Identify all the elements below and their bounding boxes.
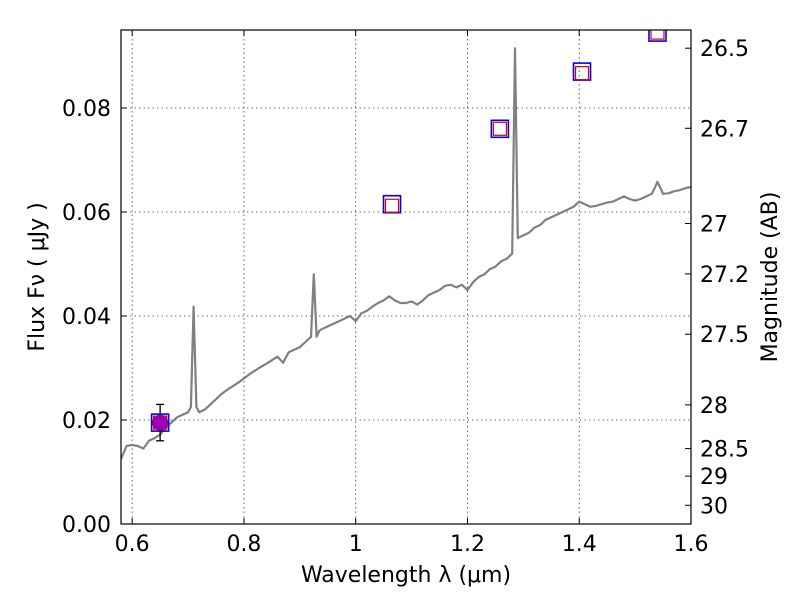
y2-tick-label: 28.5	[700, 438, 749, 463]
photometry-markers	[150, 30, 667, 442]
y2-tick-label: 26.5	[700, 37, 749, 62]
y2-tick-label: 29	[700, 465, 728, 490]
observed-point	[152, 414, 169, 431]
y2-tick-label: 28	[700, 394, 728, 419]
y-axis-label: Flux Fν ( μJy )	[25, 202, 50, 351]
model-point-red	[492, 121, 507, 136]
y2-tick-label: 30	[700, 494, 728, 519]
y-tick-label: 0.08	[62, 97, 111, 122]
y2-tick-label: 27.2	[700, 263, 749, 288]
model-point-red	[384, 198, 400, 213]
model-point-red	[153, 415, 168, 430]
y2-axis-label: Magnitude (AB)	[758, 192, 783, 363]
y2-tick-label: 26.7	[700, 117, 749, 142]
model-point-red	[650, 30, 665, 40]
x-tick-label: 1.4	[562, 532, 597, 557]
y-tick-label: 0.00	[62, 513, 111, 538]
x-tick-label: 0.8	[226, 532, 261, 557]
x-axis: 0.6 0.8 1 1.2 1.4 1.6	[115, 30, 709, 557]
x-axis-label: Wavelength λ (μm)	[301, 563, 511, 588]
model-point-red	[574, 66, 590, 81]
spectrum-layer	[121, 47, 691, 460]
x-tick-label: 1.6	[674, 532, 709, 557]
model-point-blue	[150, 413, 170, 432]
y2-tick-label: 27.5	[700, 323, 749, 348]
y-axis-left: 0.00 0.02 0.04 0.06 0.08	[62, 97, 127, 538]
y-tick-label: 0.06	[62, 201, 111, 226]
x-tick-label: 1.2	[450, 532, 485, 557]
y2-tick-label: 27	[700, 212, 728, 237]
y-tick-label: 0.02	[62, 409, 111, 434]
grid	[121, 30, 692, 525]
model-point-blue	[490, 119, 510, 139]
y-axis-right: 26.5 26.7 27 27.2 27.5 28 28.529 30	[685, 37, 749, 519]
y-tick-label: 0.04	[62, 305, 111, 330]
x-tick-label: 0.6	[115, 532, 150, 557]
model-spectrum-line	[121, 47, 691, 460]
plot-frame	[120, 29, 692, 525]
x-tick-label: 1	[349, 532, 363, 557]
model-point-blue	[648, 30, 667, 42]
